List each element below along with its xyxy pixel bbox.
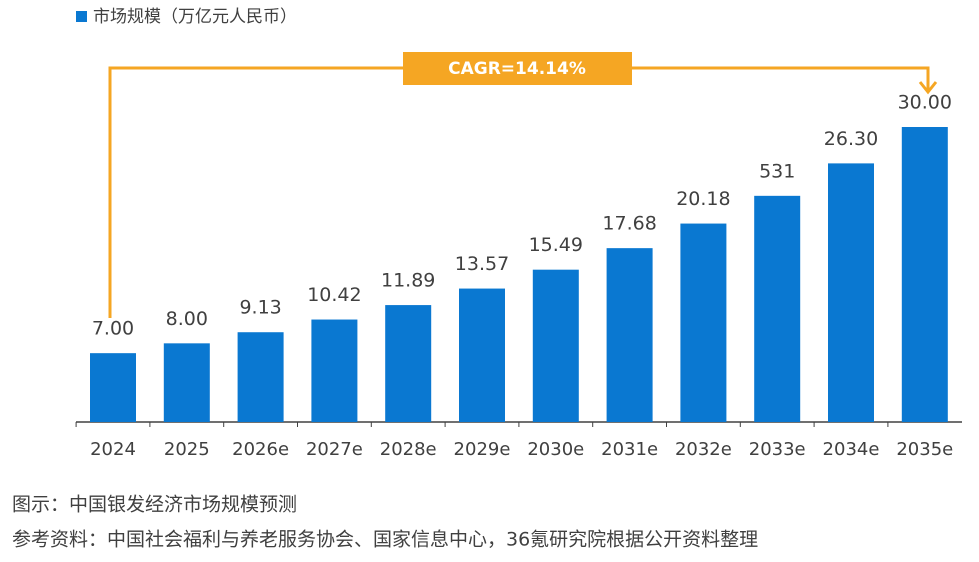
caption: 参考资料：中国社会福利与养老服务协会、国家信息中心，36氪研究院根据公开资料整理: [12, 529, 758, 551]
cagr-bracket: [108, 66, 938, 318]
bar: [311, 319, 358, 422]
bar: [680, 223, 727, 422]
x-tick-label: 2033e: [749, 439, 806, 460]
value-label: 20.18: [676, 188, 730, 210]
legend-label: 市场规模（万亿元人民币）: [93, 7, 297, 27]
x-tick-label: 2031e: [601, 439, 658, 460]
value-label: 9.13: [239, 297, 281, 319]
value-label: 13.57: [455, 253, 509, 275]
x-tick-label: 2032e: [675, 439, 732, 460]
x-tick-label: 2027e: [306, 439, 363, 460]
x-tick-label: 2026e: [232, 439, 289, 460]
x-tick-label: 2030e: [527, 439, 584, 460]
x-tick-label: 2029e: [454, 439, 511, 460]
value-label: 7.00: [92, 318, 134, 340]
value-label: 10.42: [307, 284, 361, 306]
value-label: 531: [759, 160, 795, 182]
bar: [532, 269, 579, 422]
bar: [901, 127, 948, 422]
value-label: 17.68: [602, 213, 656, 235]
x-tick-label: 2028e: [380, 439, 437, 460]
value-label: 15.49: [529, 234, 583, 256]
value-label: 30.00: [898, 92, 952, 114]
value-label: 11.89: [381, 270, 435, 292]
bar: [754, 195, 801, 422]
cagr-box: [403, 52, 632, 85]
legend-swatch: [76, 11, 87, 22]
bar: [459, 288, 505, 422]
bar: [237, 332, 284, 422]
bar: [90, 353, 136, 422]
x-tick-label: 2035e: [896, 439, 953, 460]
x-tick-label: 2024: [90, 439, 136, 460]
value-label: 8.00: [166, 308, 208, 330]
bar: [163, 343, 210, 422]
x-tick-label: 2034e: [823, 439, 880, 460]
bar: [385, 305, 432, 422]
bar: [606, 248, 653, 422]
x-tick-label: 2025: [164, 439, 210, 460]
cagr-label: CAGR=14.14%: [448, 59, 586, 79]
caption: 图示：中国银发经济市场规模预测: [12, 494, 297, 516]
bar: [828, 163, 874, 422]
value-label: 26.30: [824, 128, 878, 150]
